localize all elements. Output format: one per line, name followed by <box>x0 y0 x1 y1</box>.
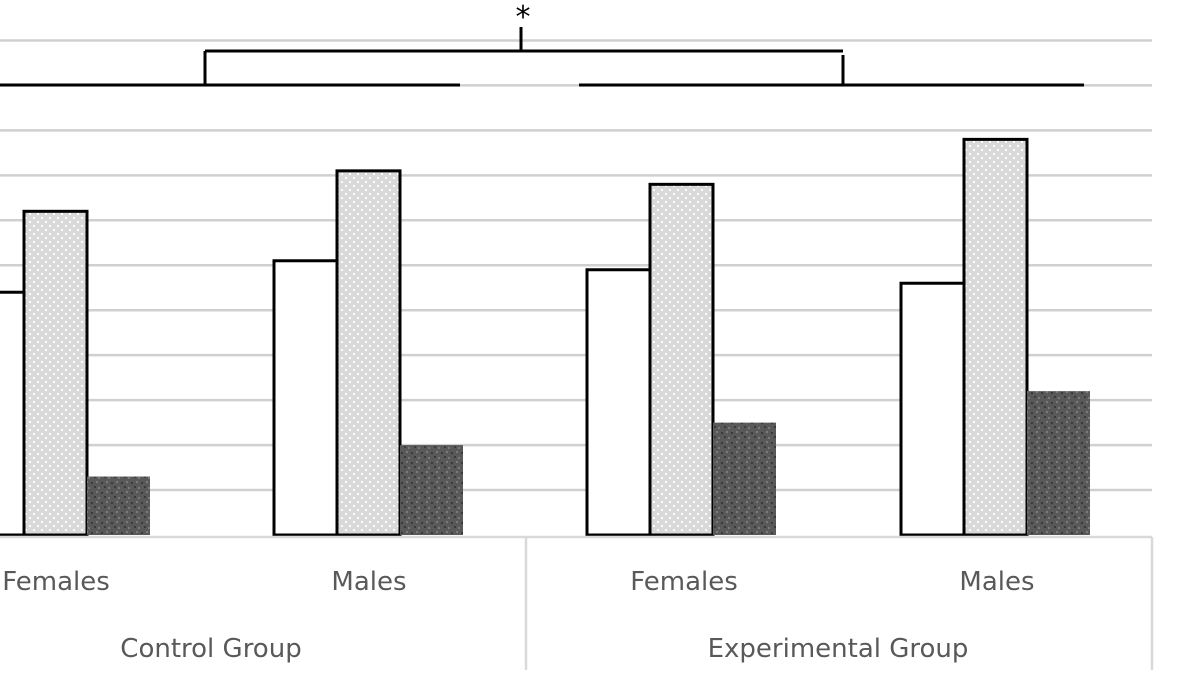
bar-series-1-category-2 <box>272 259 339 537</box>
significance-bracket: * <box>0 0 1084 87</box>
bar-series-1-category-3 <box>585 268 652 537</box>
category-axis: Females Males Females Males Control Group Exp… <box>0 535 1154 670</box>
bar-series-1-category-4 <box>899 281 966 537</box>
significance-label: * <box>516 0 531 35</box>
bar-series-3-category-1 <box>87 476 150 535</box>
x-tick-label: Females <box>2 567 110 597</box>
group-label: Control Group <box>120 634 301 664</box>
bar-series-2-category-2 <box>335 169 402 537</box>
bar-series-3-category-3 <box>713 422 776 535</box>
bar-series-1-category-1 <box>0 290 26 537</box>
group-label: Experimental Group <box>708 634 969 664</box>
bars <box>0 137 1090 537</box>
bar-series-3-category-2 <box>400 445 463 535</box>
x-tick-label: Males <box>331 567 406 597</box>
bar-series-2-category-1 <box>22 209 89 537</box>
bar-series-3-category-4 <box>1027 391 1090 535</box>
bar-series-2-category-4 <box>962 137 1029 537</box>
bar-series-2-category-3 <box>648 182 715 537</box>
x-tick-label: Females <box>630 567 738 597</box>
x-tick-label: Males <box>959 567 1034 597</box>
